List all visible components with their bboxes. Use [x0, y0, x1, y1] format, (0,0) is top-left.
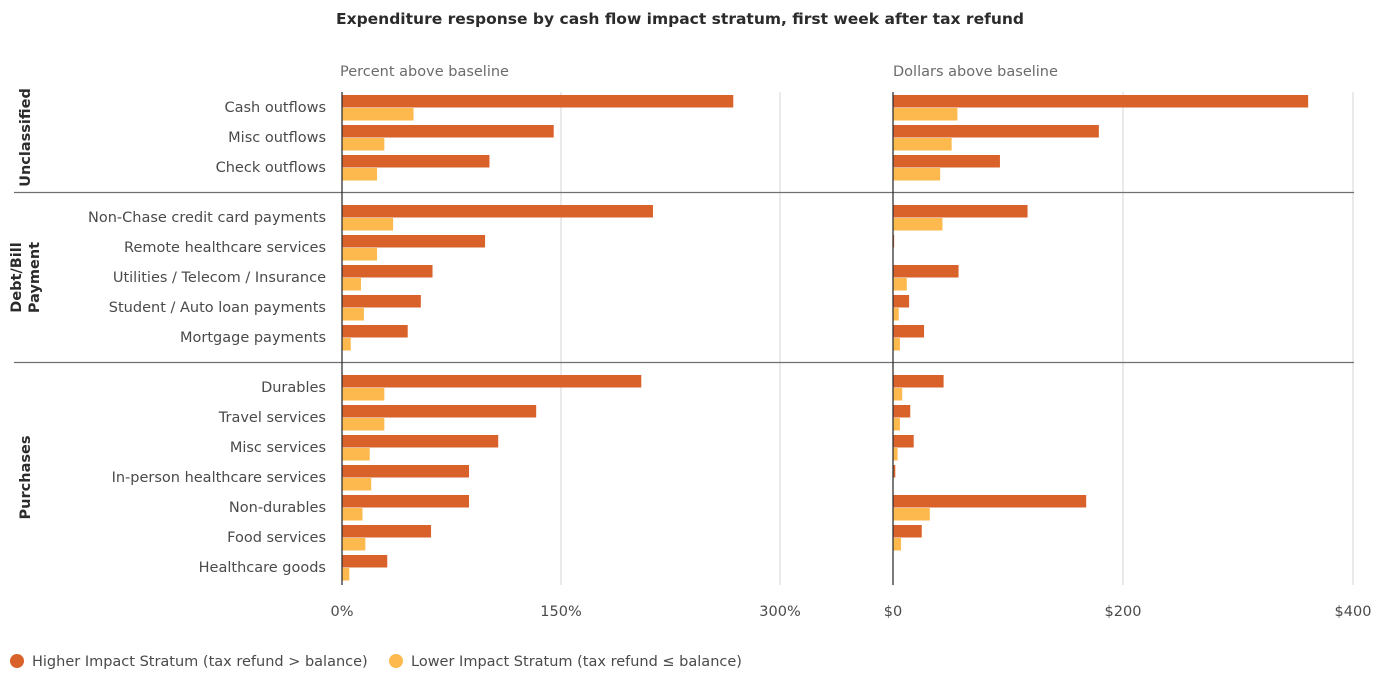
bar-p1-s2-travel-services	[342, 418, 385, 431]
bar-p2-s2-non-durables	[893, 508, 930, 521]
bar-p1-s1-utilities-telecom-insurance	[342, 265, 433, 278]
bar-p1-s2-durables	[342, 388, 385, 401]
category-label-mortgage-payments: Mortgage payments	[180, 330, 326, 346]
category-label-in-person-healthcare-services: In-person healthcare services	[112, 470, 326, 486]
category-label-cash-outflows: Cash outflows	[224, 100, 326, 116]
bar-p2-s2-food-services	[893, 538, 902, 551]
bar-p1-s1-durables	[342, 375, 642, 388]
bar-p1-s2-misc-outflows	[342, 138, 385, 151]
bar-p1-s2-mortgage-payments	[342, 338, 351, 351]
bar-p2-s1-check-outflows	[893, 155, 1000, 168]
legend: Higher Impact Stratum (tax refund > bala…	[10, 654, 742, 670]
bar-p1-s2-cash-outflows	[342, 108, 414, 121]
category-label-misc-services: Misc services	[230, 440, 326, 456]
bar-p2-s2-non-chase-credit-card-payments	[893, 218, 943, 231]
group-label-debt-bill-payment: Debt/Bill Payment	[9, 242, 43, 313]
chart-title: Expenditure response by cash flow impact…	[336, 10, 1024, 28]
category-label-utilities-telecom-insurance: Utilities / Telecom / Insurance	[113, 270, 326, 286]
labels: Cash outflows Misc outflows Check outflows…	[9, 64, 1371, 620]
bar-p1-s1-misc-outflows	[342, 125, 554, 138]
bar-p1-s1-non-chase-credit-card-payments	[342, 205, 653, 218]
bar-p1-s1-remote-healthcare-services	[342, 235, 486, 248]
group-separators	[14, 191, 1354, 364]
bar-p2-s1-mortgage-payments	[893, 325, 925, 338]
bar-p1-s2-non-chase-credit-card-payments	[342, 218, 394, 231]
bar-p1-s2-utilities-telecom-insurance	[342, 278, 361, 291]
bar-p2-s2-cash-outflows	[893, 108, 958, 121]
bar-p2-s1-misc-services	[893, 435, 914, 448]
bar-p1-s2-food-services	[342, 538, 366, 551]
bar-p1-s2-check-outflows	[342, 168, 378, 181]
bar-p2-s1-cash-outflows	[893, 95, 1309, 108]
bars	[342, 95, 1309, 581]
bar-p2-s1-non-durables	[893, 495, 1087, 508]
bar-p1-s1-mortgage-payments	[342, 325, 408, 338]
gridlines	[560, 92, 1354, 585]
bar-p1-s2-in-person-healthcare-services	[342, 478, 372, 491]
bar-p2-s2-check-outflows	[893, 168, 941, 181]
category-label-misc-outflows: Misc outflows	[228, 130, 326, 146]
bar-p1-s1-healthcare-goods	[342, 555, 388, 568]
category-label-remote-healthcare-services: Remote healthcare services	[124, 240, 326, 256]
tick-label-p1-0: 0%	[330, 604, 353, 620]
bar-p1-s1-travel-services	[342, 405, 537, 418]
bar-p2-s2-misc-services	[893, 448, 898, 461]
bar-p2-s1-travel-services	[893, 405, 911, 418]
bar-p1-s2-misc-services	[342, 448, 370, 461]
bar-p2-s2-misc-outflows	[893, 138, 952, 151]
category-label-travel-services: Travel services	[218, 410, 326, 426]
bar-p1-s2-student-auto-loan-payments	[342, 308, 364, 321]
legend-label-lower: Lower Impact Stratum (tax refund ≤ balan…	[411, 654, 742, 670]
bar-p2-s2-mortgage-payments	[893, 338, 900, 351]
legend-swatch-higher	[10, 654, 24, 668]
bar-p1-s1-in-person-healthcare-services	[342, 465, 470, 478]
tick-label-p2-0: $0	[884, 604, 902, 620]
category-label-check-outflows: Check outflows	[216, 160, 326, 176]
bar-p1-s1-cash-outflows	[342, 95, 734, 108]
bar-p1-s1-student-auto-loan-payments	[342, 295, 421, 308]
group-label-unclassified: Unclassified	[18, 88, 34, 187]
bar-p1-s1-misc-services	[342, 435, 499, 448]
bar-p2-s1-student-auto-loan-payments	[893, 295, 910, 308]
panel-title-1: Percent above baseline	[340, 64, 509, 80]
tick-label-p2-2: $400	[1335, 604, 1372, 620]
bar-p2-s1-durables	[893, 375, 944, 388]
bar-p2-s1-food-services	[893, 525, 922, 538]
bar-p2-s1-non-chase-credit-card-payments	[893, 205, 1028, 218]
tick-label-p1-1: 150%	[540, 604, 581, 620]
legend-label-higher: Higher Impact Stratum (tax refund > bala…	[32, 654, 368, 670]
category-label-durables: Durables	[261, 380, 326, 396]
bar-p2-s1-in-person-healthcare-services	[893, 465, 896, 478]
bar-p1-s2-remote-healthcare-services	[342, 248, 378, 261]
bar-p2-s2-utilities-telecom-insurance	[893, 278, 907, 291]
category-label-non-durables: Non-durables	[229, 500, 326, 516]
tick-label-p1-2: 300%	[759, 604, 800, 620]
bar-p1-s1-food-services	[342, 525, 432, 538]
category-label-healthcare-goods: Healthcare goods	[199, 560, 326, 576]
bar-p2-s2-durables	[893, 388, 903, 401]
bar-p2-s1-misc-outflows	[893, 125, 1099, 138]
bar-p2-s2-student-auto-loan-payments	[893, 308, 899, 321]
bar-p1-s1-non-durables	[342, 495, 470, 508]
axes	[341, 92, 894, 585]
bar-p1-s1-check-outflows	[342, 155, 490, 168]
category-label-food-services: Food services	[227, 530, 326, 546]
bar-p2-s1-utilities-telecom-insurance	[893, 265, 959, 278]
bar-p1-s2-non-durables	[342, 508, 363, 521]
tick-label-p2-1: $200	[1105, 604, 1142, 620]
bar-p2-s2-travel-services	[893, 418, 900, 431]
bar-p1-s2-healthcare-goods	[342, 568, 350, 581]
legend-swatch-lower	[389, 654, 403, 668]
panel-title-2: Dollars above baseline	[893, 64, 1058, 80]
category-label-student-auto-loan-payments: Student / Auto loan payments	[109, 300, 326, 316]
group-label-purchases: Purchases	[18, 436, 34, 520]
category-label-non-chase-credit-card-payments: Non-Chase credit card payments	[88, 210, 326, 226]
